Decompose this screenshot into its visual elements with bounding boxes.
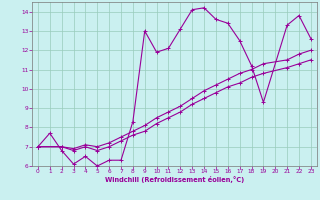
- X-axis label: Windchill (Refroidissement éolien,°C): Windchill (Refroidissement éolien,°C): [105, 176, 244, 183]
